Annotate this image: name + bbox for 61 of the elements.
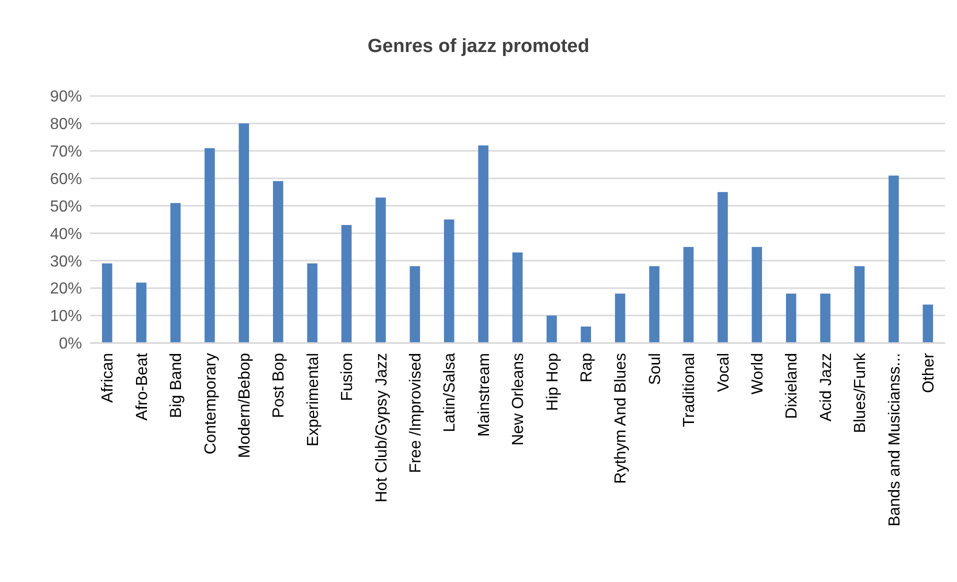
bar xyxy=(718,192,728,343)
x-tick-label: Free /Improvised xyxy=(408,353,424,474)
x-tick-label: Soul xyxy=(646,353,664,386)
x-tick-label: Rap xyxy=(578,352,596,382)
bar xyxy=(922,304,934,343)
bar xyxy=(752,246,762,343)
bar xyxy=(272,181,284,343)
x-tick-label: Afro-Beat xyxy=(134,352,151,421)
x-tick-label: African xyxy=(100,353,117,403)
bar xyxy=(512,252,523,343)
y-tick-label: 60% xyxy=(50,170,82,188)
x-tick-label: Other xyxy=(920,352,938,394)
bar xyxy=(376,198,386,343)
bar xyxy=(444,220,454,343)
x-tick-label: Latin/Salsa xyxy=(442,352,459,432)
x-tick-label: Rythym And Blues xyxy=(612,353,630,484)
x-tick-label: World xyxy=(750,353,766,394)
x-tick-label: Hip Hop xyxy=(544,352,562,411)
bar xyxy=(307,263,318,343)
x-tick-label: Post Bop xyxy=(270,352,288,418)
bar xyxy=(238,123,250,343)
x-tick-label: Dixieland xyxy=(784,353,801,419)
bar xyxy=(102,263,112,343)
y-tick-label: 40% xyxy=(50,226,82,243)
bar xyxy=(820,294,830,343)
y-tick-label: 90% xyxy=(50,88,82,106)
bar xyxy=(410,266,420,343)
y-tick-label: 30% xyxy=(50,253,82,270)
bar xyxy=(786,294,796,343)
bar xyxy=(546,316,557,343)
y-tick-label: 80% xyxy=(50,116,82,134)
x-tick-label: Contemporary xyxy=(202,353,220,454)
y-tick-label: 70% xyxy=(50,143,82,160)
x-tick-label: Blues/Funk xyxy=(852,352,870,434)
bar xyxy=(170,203,181,343)
x-tick-label: Big Band xyxy=(168,353,186,418)
x-tick-label: Modern/Bebop xyxy=(236,352,254,458)
x-tick-label: Traditional xyxy=(681,353,698,428)
x-tick-label: Bands and Musicianss... xyxy=(886,353,904,526)
bar xyxy=(888,176,899,343)
bar xyxy=(580,326,592,343)
bar xyxy=(136,282,146,343)
bar xyxy=(478,145,488,343)
y-tick-label: 0% xyxy=(58,336,82,353)
x-tick-label: Vocal xyxy=(715,353,732,392)
bar xyxy=(649,266,660,343)
bar xyxy=(854,266,865,343)
bar xyxy=(614,294,626,343)
chart-title: Genres of jazz promoted xyxy=(368,36,590,57)
y-tick-label: 20% xyxy=(50,280,82,298)
x-tick-label: Hot Club/Gypsy Jazz xyxy=(373,353,390,502)
bar xyxy=(683,246,694,343)
x-tick-label: Acid Jazz xyxy=(818,353,835,422)
y-tick-label: 10% xyxy=(50,308,82,326)
x-tick-label: Fusion xyxy=(339,353,356,402)
y-tick-label: 50% xyxy=(50,198,82,216)
bar xyxy=(341,224,352,343)
x-tick-label: Experimental xyxy=(304,353,322,446)
x-tick-label: Mainstream xyxy=(476,353,493,437)
x-tick-label: New Orleans xyxy=(510,353,528,446)
bar xyxy=(204,148,215,343)
